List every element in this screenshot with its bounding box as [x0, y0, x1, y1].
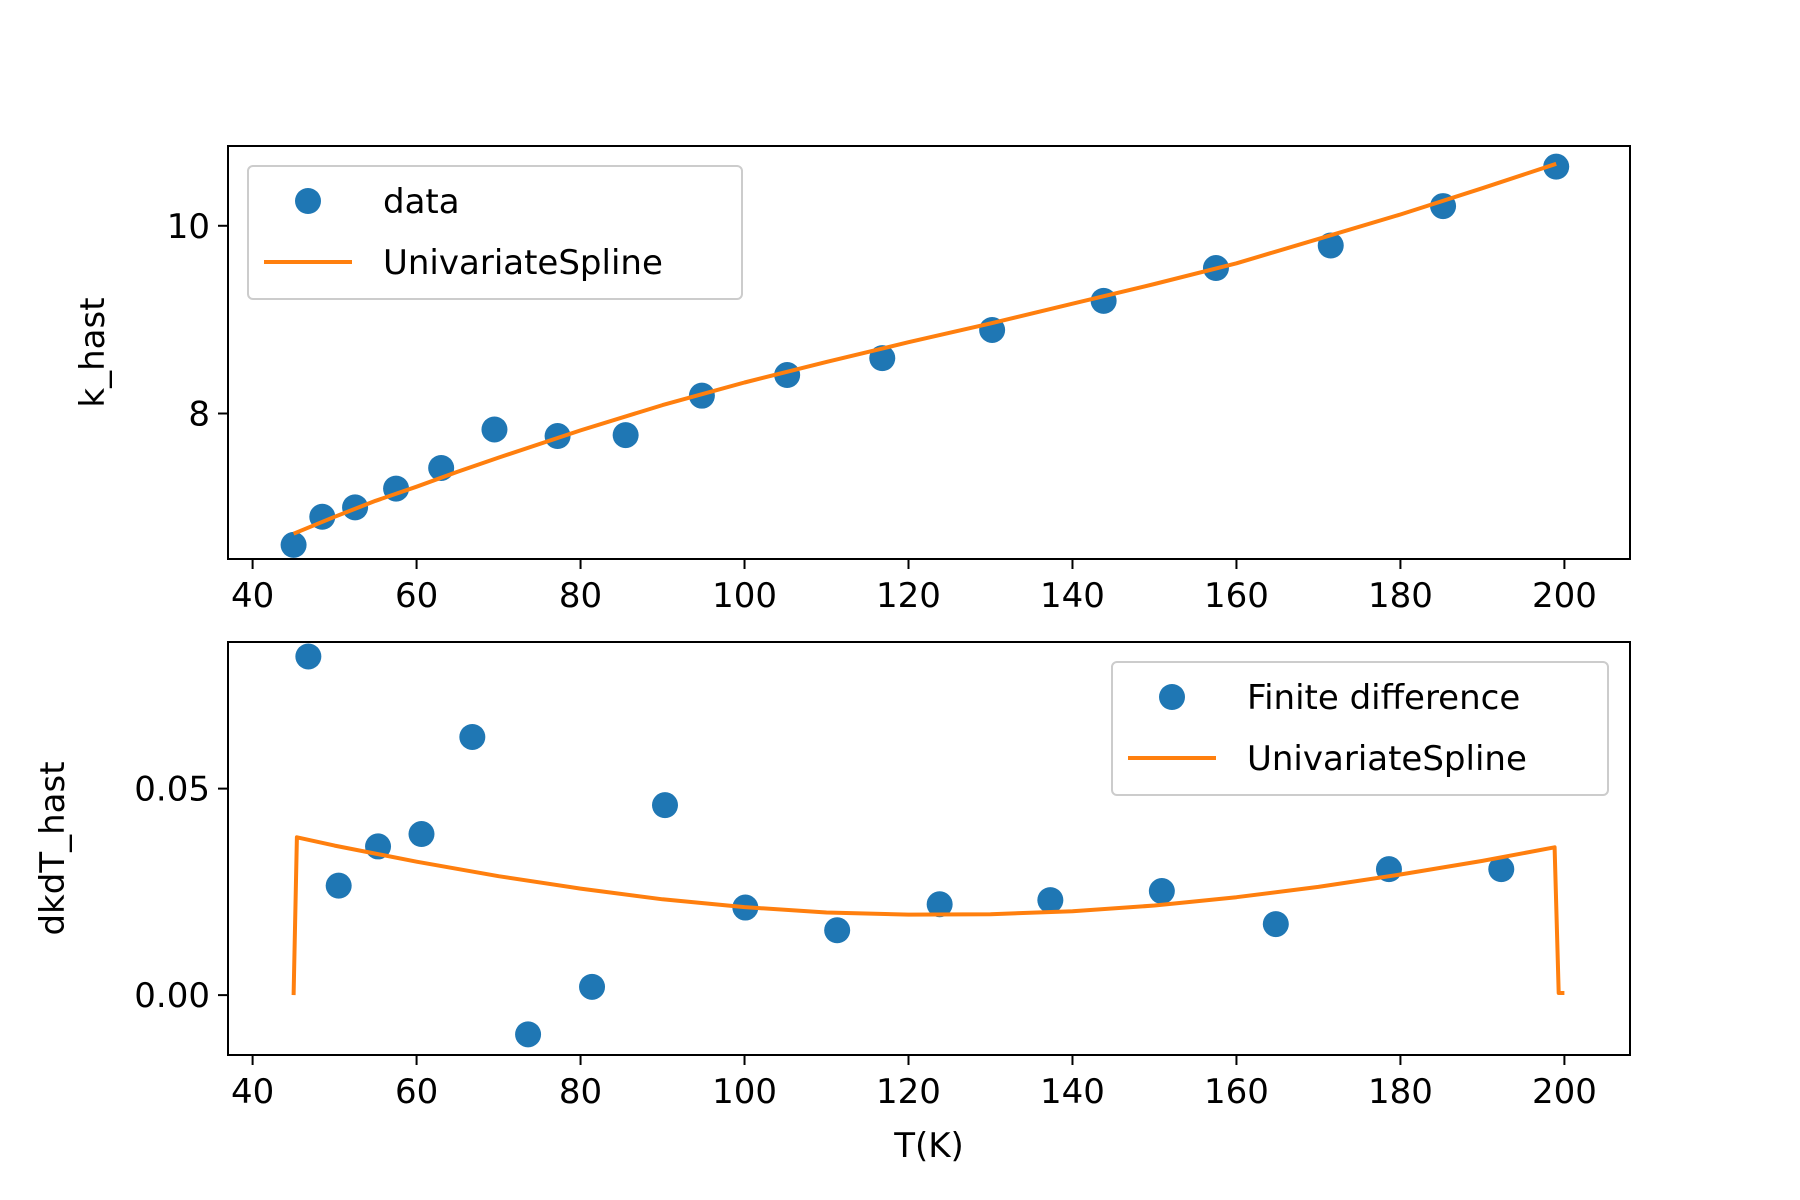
x-tick-label: 140 [1040, 576, 1105, 616]
x-tick-label: 160 [1204, 1072, 1269, 1112]
spline-line [291, 835, 1565, 996]
legend-marker-swatch [295, 188, 321, 214]
data-point [280, 531, 307, 558]
data-point [651, 792, 678, 819]
legend-entry-label: UnivariateSpline [1247, 739, 1527, 779]
x-tick-label: 200 [1532, 1072, 1597, 1112]
data-point [459, 723, 486, 750]
data-point [1090, 287, 1117, 314]
legend-entry-label: data [383, 182, 460, 222]
y-tick-label: 10 [167, 207, 210, 247]
data-point [408, 821, 435, 848]
data-point [926, 891, 953, 918]
legend-box [247, 165, 743, 300]
x-tick-label: 60 [395, 1072, 438, 1112]
x-tick-label: 100 [712, 576, 777, 616]
axes-frame [227, 145, 1631, 560]
y-axis-label: dkdT_hast [33, 761, 73, 935]
data-point [612, 422, 639, 449]
x-tick-label: 180 [1368, 576, 1433, 616]
axes-frame [227, 641, 1631, 1056]
x-tick-label: 200 [1532, 576, 1597, 616]
data-point [824, 917, 851, 944]
x-tick-label: 80 [559, 576, 602, 616]
data-point [325, 872, 352, 899]
data-point [295, 643, 322, 670]
x-tick-label: 100 [712, 1072, 777, 1112]
x-axis-label: T(K) [893, 1126, 964, 1166]
x-tick-label: 60 [395, 576, 438, 616]
x-tick-label: 160 [1204, 576, 1269, 616]
data-point [1543, 153, 1570, 180]
top-panel: 40 60 80 100 120 140 160 180 200 8 10 k_hast data Uni… [73, 145, 1631, 616]
legend-entry-label: Finite difference [1247, 678, 1520, 718]
data-point [1148, 878, 1175, 905]
x-tick-label: 40 [231, 1072, 274, 1112]
x-tick-label: 140 [1040, 1072, 1105, 1112]
x-tick-label: 120 [876, 1072, 941, 1112]
x-tick-label: 40 [231, 576, 274, 616]
y-axis-label: k_hast [73, 297, 113, 407]
legend-box [1111, 661, 1609, 796]
x-tick-label: 180 [1368, 1072, 1433, 1112]
x-tick-label: 120 [876, 576, 941, 616]
legend-entry-label: UnivariateSpline [383, 243, 663, 283]
data-point [1488, 856, 1515, 883]
legend-marker-swatch [1159, 684, 1185, 710]
data-point [481, 416, 508, 443]
data-point [1262, 911, 1289, 938]
y-tick-label: 0.00 [134, 976, 210, 1016]
y-tick-label: 0.05 [134, 770, 210, 810]
bottom-panel: 40 60 80 100 120 140 160 180 200 0.00 0.05 dkdT_has… [33, 641, 1631, 1166]
data-point [1037, 887, 1064, 914]
spline-line [292, 161, 1557, 536]
data-point [579, 973, 606, 1000]
x-tick-label: 80 [559, 1072, 602, 1112]
y-tick-label: 8 [188, 395, 210, 435]
data-point [515, 1021, 542, 1048]
